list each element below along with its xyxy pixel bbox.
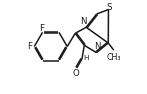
Text: N: N [80, 17, 87, 26]
Text: CH₃: CH₃ [107, 53, 121, 62]
Text: F: F [27, 42, 32, 51]
Text: N: N [94, 42, 101, 51]
Text: S: S [107, 3, 112, 12]
Text: F: F [39, 24, 44, 33]
Text: H: H [84, 55, 89, 61]
Text: O: O [73, 69, 80, 78]
